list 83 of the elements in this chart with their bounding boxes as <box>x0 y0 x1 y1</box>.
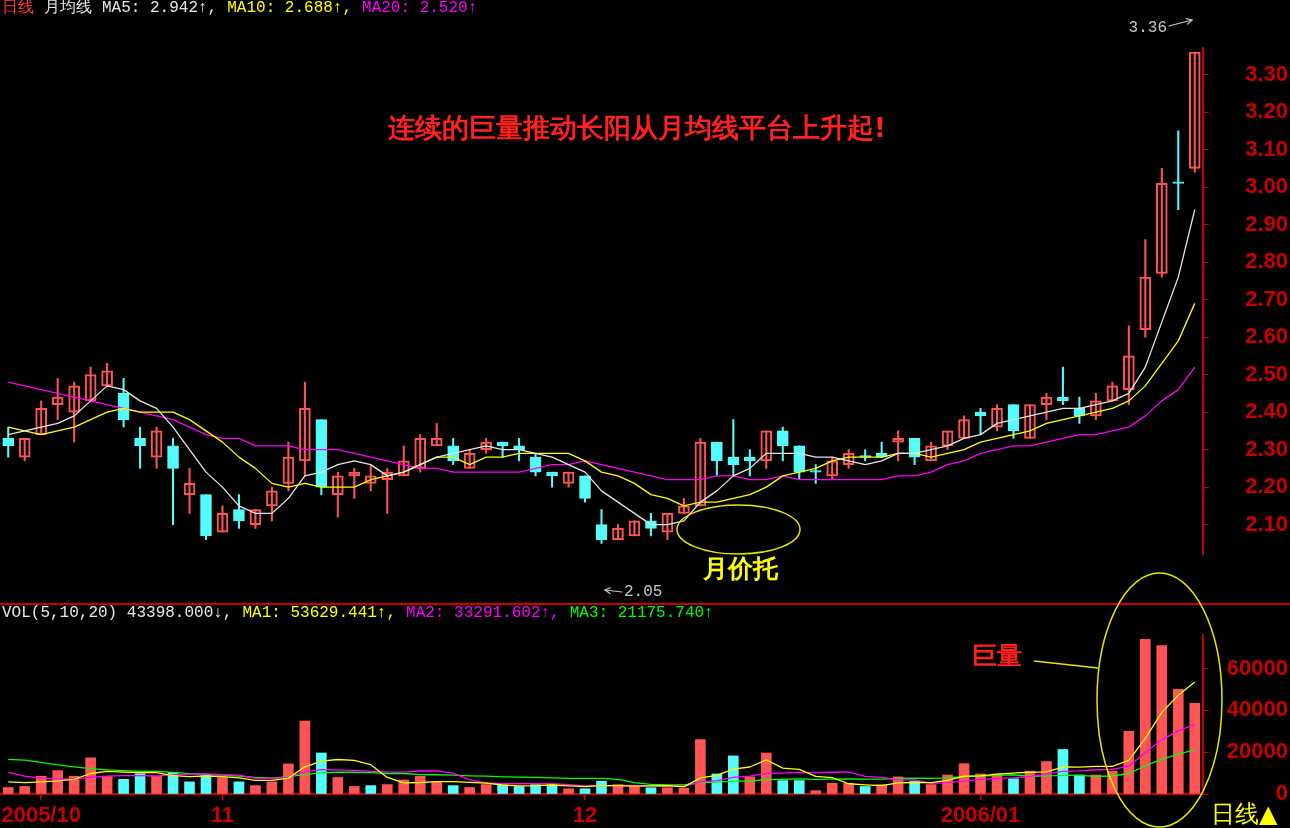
text: MA20: 2.520↑ <box>362 0 478 17</box>
candlestick <box>974 408 987 435</box>
bar <box>777 780 789 794</box>
bar <box>134 773 146 794</box>
bar <box>596 780 607 794</box>
bar <box>760 752 772 794</box>
y-tick-label: 3.20 <box>1245 98 1288 124</box>
bar <box>1008 778 1019 794</box>
chart-title: VOL(5,10,20) 43398.000↓, <box>2 604 233 622</box>
annotation: 月价托 <box>701 553 779 583</box>
bar <box>1156 645 1168 794</box>
text: MA1: 53629.441↑, <box>242 604 397 622</box>
bar <box>19 786 31 794</box>
bar <box>217 777 228 794</box>
text: MA2: 33291.602↑, <box>406 604 560 622</box>
text: MA5: 2.942↑, <box>102 0 218 17</box>
bar <box>480 784 492 794</box>
bar <box>348 786 360 794</box>
y-tick-label: 3.30 <box>1245 60 1288 86</box>
bar <box>695 739 706 794</box>
y-tick-label: 2.10 <box>1245 510 1288 536</box>
text: 3.36 <box>1128 19 1167 38</box>
bar <box>530 784 541 794</box>
text: MA3: 21175.740↑ <box>569 604 714 622</box>
annotation: 巨量 <box>972 640 1022 670</box>
x-tick-label: 2006/01 <box>940 802 1021 828</box>
bar <box>447 785 459 794</box>
text: MA10: 2.688↑, <box>227 0 353 17</box>
x-tick-label: 11 <box>210 802 235 828</box>
bar <box>283 763 294 794</box>
text: 日线▲ <box>1211 800 1278 828</box>
bar <box>497 784 508 794</box>
bar <box>1189 702 1201 794</box>
y-tick-label: 0 <box>1275 780 1288 806</box>
y-tick-label: 2.50 <box>1245 360 1288 386</box>
y-tick-label: 3.10 <box>1245 135 1288 161</box>
bar <box>233 781 245 794</box>
bar <box>184 781 195 794</box>
bar <box>662 787 673 794</box>
bar <box>316 752 327 794</box>
bar <box>1074 774 1085 794</box>
y-tick-label: 20000 <box>1226 738 1288 764</box>
bar <box>826 783 838 794</box>
bar <box>909 781 920 794</box>
annotation: 连续的巨量推动长阳从月均线平台上升起! <box>387 112 887 144</box>
bar <box>793 780 805 794</box>
y-tick-label: 3.00 <box>1245 173 1288 199</box>
bar <box>859 786 871 794</box>
bar <box>513 786 525 794</box>
x-tick-label: 12 <box>572 802 598 828</box>
bar <box>464 787 475 794</box>
bar <box>431 781 443 794</box>
bar <box>151 775 162 794</box>
y-tick-label: 2.80 <box>1245 248 1288 274</box>
bar <box>381 784 393 794</box>
y-tick-label: 40000 <box>1226 696 1288 722</box>
bar <box>1139 638 1151 794</box>
x-tick-label: 2005/10 <box>1 802 81 828</box>
bar <box>2 787 14 794</box>
bar <box>810 790 822 794</box>
y-tick-label: 2.90 <box>1245 210 1288 236</box>
y-tick-label: 2.60 <box>1245 323 1288 349</box>
y-tick-label: 60000 <box>1226 654 1288 680</box>
bar <box>563 788 574 794</box>
bar <box>744 776 756 794</box>
bar <box>925 784 937 794</box>
y-tick-label: 2.20 <box>1245 473 1288 499</box>
bar <box>118 779 129 794</box>
bar <box>1172 689 1184 794</box>
y-tick-label: 2.30 <box>1245 435 1288 461</box>
bar <box>579 788 591 794</box>
bar <box>645 787 657 794</box>
bar <box>843 783 855 794</box>
text: 2.05 <box>624 583 663 602</box>
y-tick-label: 2.70 <box>1245 285 1288 311</box>
bar <box>332 777 344 794</box>
bar <box>266 781 278 794</box>
candlestick <box>1172 130 1185 210</box>
bar <box>414 775 426 794</box>
y-tick-label: 2.40 <box>1245 398 1288 424</box>
bar <box>678 788 690 794</box>
bar <box>365 785 377 794</box>
bar <box>250 785 261 794</box>
